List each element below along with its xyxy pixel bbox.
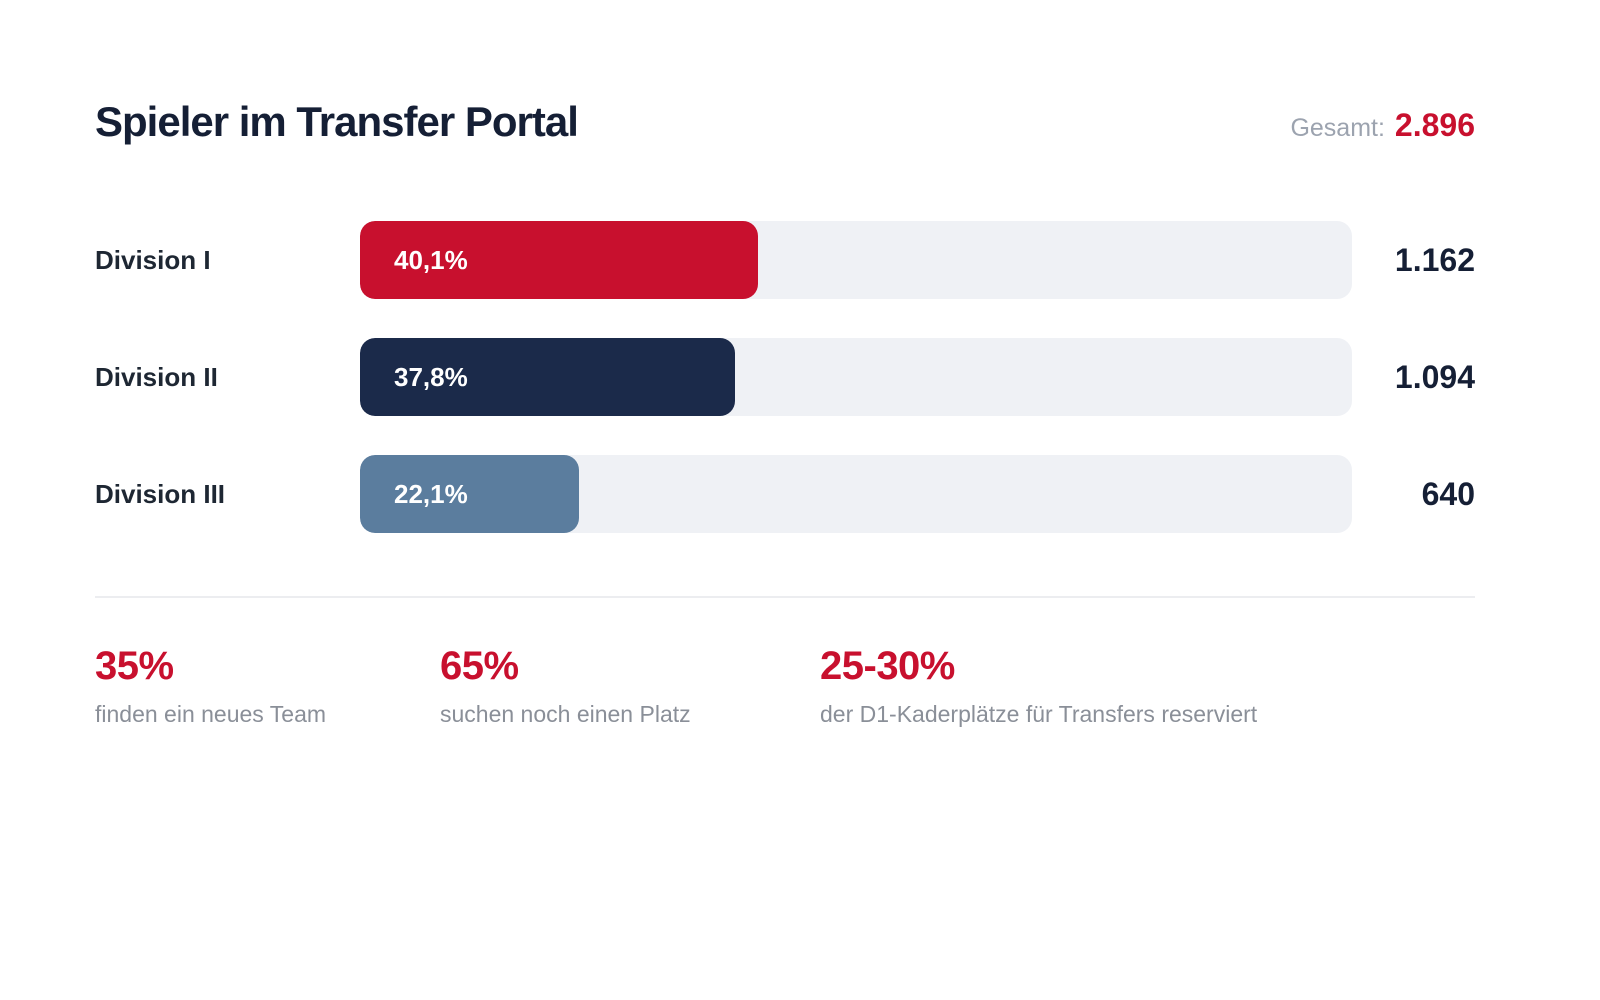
transfer-portal-card: Spieler im Transfer Portal Gesamt: 2.896… (0, 0, 1600, 1000)
bar-percent-label: 37,8% (394, 362, 468, 393)
total-summary: Gesamt: 2.896 (1290, 107, 1475, 144)
stat-value: 35% (95, 646, 440, 686)
bar-row-division-2: Division II 37,8% 1.094 (95, 338, 1475, 416)
division-bar-chart: Division I 40,1% 1.162 Division II 37,8%… (95, 221, 1475, 533)
page-title: Spieler im Transfer Portal (95, 96, 578, 148)
bar-track: 37,8% (360, 338, 1352, 416)
bar-count: 1.094 (1352, 359, 1475, 396)
total-label: Gesamt: (1290, 114, 1384, 143)
card-header: Spieler im Transfer Portal Gesamt: 2.896 (95, 96, 1475, 148)
total-value: 2.896 (1395, 107, 1475, 144)
bar-row-division-3: Division III 22,1% 640 (95, 455, 1475, 533)
bar-label: Division I (95, 245, 360, 276)
bar-fill-division-2: 37,8% (360, 338, 735, 416)
bar-label: Division III (95, 479, 360, 510)
bar-count: 1.162 (1352, 242, 1475, 279)
bar-track: 22,1% (360, 455, 1352, 533)
stat-still-searching: 65% suchen noch einen Platz (440, 646, 820, 728)
stat-caption: der D1-Kaderplätze für Transfers reservi… (820, 701, 1475, 728)
stat-caption: finden ein neues Team (95, 701, 440, 728)
bar-percent-label: 40,1% (394, 245, 468, 276)
section-divider (95, 596, 1475, 598)
stat-new-team: 35% finden ein neues Team (95, 646, 440, 728)
bar-percent-label: 22,1% (394, 479, 468, 510)
stat-d1-roster-spots: 25-30% der D1-Kaderplätze für Transfers … (820, 646, 1475, 728)
bar-fill-division-1: 40,1% (360, 221, 758, 299)
stat-value: 25-30% (820, 646, 1475, 686)
bar-count: 640 (1352, 476, 1475, 513)
stats-row: 35% finden ein neues Team 65% suchen noc… (95, 646, 1475, 728)
bar-fill-division-3: 22,1% (360, 455, 579, 533)
bar-track: 40,1% (360, 221, 1352, 299)
bar-label: Division II (95, 362, 360, 393)
stat-caption: suchen noch einen Platz (440, 701, 820, 728)
bar-row-division-1: Division I 40,1% 1.162 (95, 221, 1475, 299)
stat-value: 65% (440, 646, 820, 686)
